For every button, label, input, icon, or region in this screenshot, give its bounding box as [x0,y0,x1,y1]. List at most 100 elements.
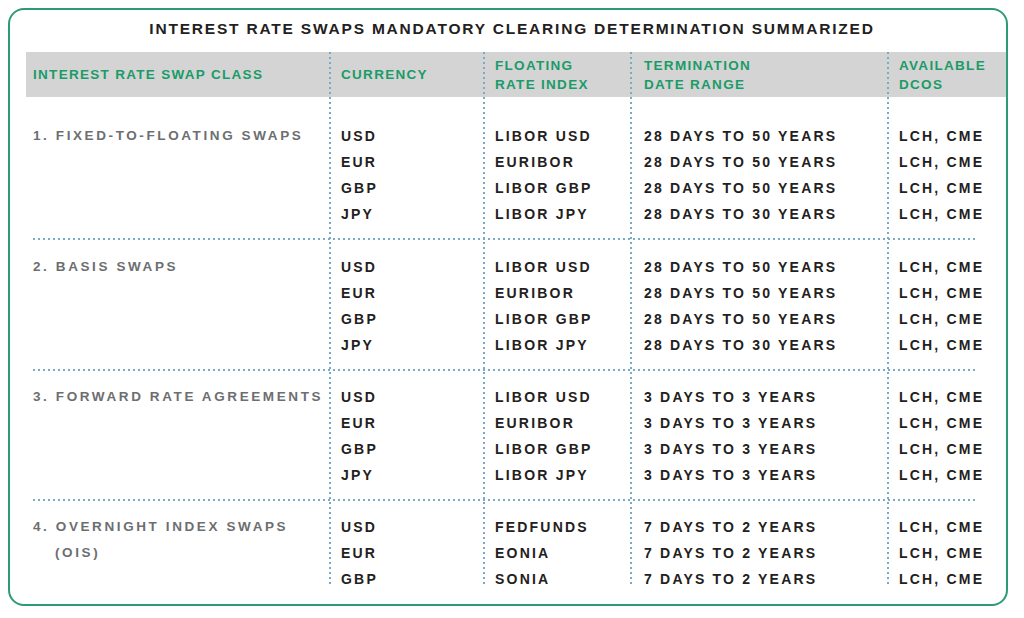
dcos-value: LCH, CME [899,332,1006,358]
dcos-value: LCH, CME [899,123,1006,149]
dcos-value: LCH, CME [899,436,1006,462]
column-separator [483,52,485,585]
swap-class-label: 4. OVERNIGHT INDEX SWAPS [33,514,330,540]
dcos-value: LCH, CME [899,306,1006,332]
currency-cell: USD EUR GBP JPY [330,254,484,358]
column-header-label: CURRENCY [341,65,484,84]
termination-date-range-cell: 28 DAYS TO 50 YEARS 28 DAYS TO 50 YEARS … [631,254,887,358]
currency-value: GBP [341,436,484,462]
index-value: LIBOR GBP [495,175,631,201]
currency-value: JPY [341,332,484,358]
currency-value: EUR [341,540,484,566]
currency-value: EUR [341,280,484,306]
currency-value: EUR [341,149,484,175]
index-value: EURIBOR [495,149,631,175]
index-value: LIBOR JPY [495,462,631,488]
column-header-label: DCOS [899,75,1006,94]
floating-rate-index-cell: LIBOR USD EURIBOR LIBOR GBP LIBOR JPY [484,123,631,227]
floating-rate-index-cell: LIBOR USD EURIBOR LIBOR GBP LIBOR JPY [484,384,631,488]
dcos-value: LCH, CME [899,462,1006,488]
column-header-termination-date-range: TERMINATION DATE RANGE [631,56,887,94]
swap-class-label: 3. FORWARD RATE AGREEMENTS [33,384,330,410]
index-value: LIBOR JPY [495,201,631,227]
dcos-value: LCH, CME [899,175,1006,201]
range-value: 7 DAYS TO 2 YEARS [644,540,887,566]
available-dcos-cell: LCH, CME LCH, CME LCH, CME LCH, CME [887,123,1006,227]
currency-cell: USD EUR GBP JPY [330,384,484,488]
index-value: LIBOR JPY [495,332,631,358]
row-group-basis-swaps: 2. BASIS SWAPS USD EUR GBP JPY LIBOR USD… [26,254,1006,358]
range-value: 28 DAYS TO 50 YEARS [644,175,887,201]
range-value: 28 DAYS TO 50 YEARS [644,123,887,149]
column-separator [887,52,889,585]
range-value: 28 DAYS TO 30 YEARS [644,201,887,227]
column-separator [630,52,632,585]
currency-cell: USD EUR GBP [330,514,484,592]
currency-value: GBP [341,175,484,201]
index-value: LIBOR USD [495,384,631,410]
dcos-value: LCH, CME [899,540,1006,566]
column-header-label: TERMINATION [644,56,887,75]
index-value: EURIBOR [495,410,631,436]
range-value: 28 DAYS TO 50 YEARS [644,306,887,332]
dcos-value: LCH, CME [899,566,1006,592]
termination-date-range-cell: 7 DAYS TO 2 YEARS 7 DAYS TO 2 YEARS 7 DA… [631,514,887,592]
currency-value: JPY [341,201,484,227]
column-header-floating-rate-index: FLOATING RATE INDEX [484,56,631,94]
column-header-label: DATE RANGE [644,75,887,94]
range-value: 3 DAYS TO 3 YEARS [644,384,887,410]
currency-value: GBP [341,566,484,592]
range-value: 3 DAYS TO 3 YEARS [644,462,887,488]
available-dcos-cell: LCH, CME LCH, CME LCH, CME [887,514,1006,592]
index-value: SONIA [495,566,631,592]
termination-date-range-cell: 28 DAYS TO 50 YEARS 28 DAYS TO 50 YEARS … [631,123,887,227]
dcos-value: LCH, CME [899,384,1006,410]
column-header-label: RATE INDEX [495,75,631,94]
table-header-row: INTEREST RATE SWAP CLASS CURRENCY FLOATI… [26,52,1006,97]
currency-value: EUR [341,410,484,436]
column-header-label: FLOATING [495,56,631,75]
index-value: FEDFUNDS [495,514,631,540]
range-value: 28 DAYS TO 50 YEARS [644,254,887,280]
dcos-value: LCH, CME [899,410,1006,436]
swap-class-label: 2. BASIS SWAPS [33,254,330,280]
dcos-value: LCH, CME [899,201,1006,227]
termination-date-range-cell: 3 DAYS TO 3 YEARS 3 DAYS TO 3 YEARS 3 DA… [631,384,887,488]
row-group-forward-rate-agreements: 3. FORWARD RATE AGREEMENTS USD EUR GBP J… [26,384,1006,488]
swap-class-cell: 1. FIXED-TO-FLOATING SWAPS [26,123,330,149]
range-value: 7 DAYS TO 2 YEARS [644,566,887,592]
row-group-overnight-index-swaps: 4. OVERNIGHT INDEX SWAPS (OIS) USD EUR G… [26,514,1006,592]
column-header-label: INTEREST RATE SWAP CLASS [33,65,330,84]
swap-class-label: (OIS) [33,540,330,566]
column-header-label: AVAILABLE [899,56,1006,75]
currency-value: GBP [341,306,484,332]
column-header-swap-class: INTEREST RATE SWAP CLASS [26,65,330,84]
available-dcos-cell: LCH, CME LCH, CME LCH, CME LCH, CME [887,384,1006,488]
swap-class-cell: 2. BASIS SWAPS [26,254,330,280]
currency-value: USD [341,514,484,540]
row-separator [33,238,975,240]
range-value: 28 DAYS TO 30 YEARS [644,332,887,358]
swap-class-cell: 3. FORWARD RATE AGREEMENTS [26,384,330,410]
column-header-available-dcos: AVAILABLE DCOS [887,56,1006,94]
index-value: LIBOR GBP [495,436,631,462]
index-value: LIBOR USD [495,123,631,149]
currency-value: USD [341,123,484,149]
dcos-value: LCH, CME [899,280,1006,306]
range-value: 7 DAYS TO 2 YEARS [644,514,887,540]
page-title: INTEREST RATE SWAPS MANDATORY CLEARING D… [0,20,1024,38]
index-value: LIBOR GBP [495,306,631,332]
range-value: 28 DAYS TO 50 YEARS [644,149,887,175]
floating-rate-index-cell: LIBOR USD EURIBOR LIBOR GBP LIBOR JPY [484,254,631,358]
index-value: LIBOR USD [495,254,631,280]
swap-class-cell: 4. OVERNIGHT INDEX SWAPS (OIS) [26,514,330,566]
currency-value: USD [341,384,484,410]
dcos-value: LCH, CME [899,254,1006,280]
index-value: EONIA [495,540,631,566]
row-group-fixed-to-floating-swaps: 1. FIXED-TO-FLOATING SWAPS USD EUR GBP J… [26,123,1006,227]
floating-rate-index-cell: FEDFUNDS EONIA SONIA [484,514,631,592]
row-separator [33,499,975,501]
range-value: 28 DAYS TO 50 YEARS [644,280,887,306]
swap-class-label: 1. FIXED-TO-FLOATING SWAPS [33,123,330,149]
column-header-currency: CURRENCY [330,65,484,84]
